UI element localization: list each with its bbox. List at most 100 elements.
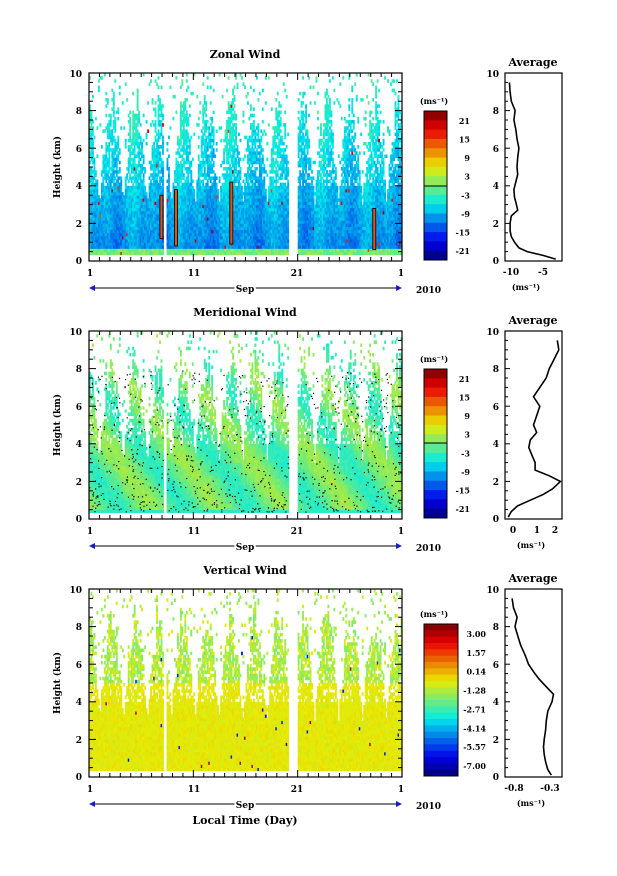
x-tick-label: 11: [188, 527, 201, 537]
colorbar-tick-label: 9: [464, 411, 470, 421]
x-tick-label: 1: [398, 269, 404, 279]
y-tick-label: 4: [493, 182, 499, 192]
colorbar-tick-label: -9: [461, 467, 470, 477]
x-tick-label: 21: [291, 269, 304, 279]
y-tick-label: 0: [76, 515, 82, 525]
profile-x-tick-label: -5: [538, 268, 548, 278]
colorbar: [424, 369, 447, 519]
colorbar-tick-label: -21: [456, 504, 470, 514]
month-label: Sep: [236, 285, 255, 295]
y-tick-label: 8: [76, 107, 82, 117]
y-tick-label: 2: [76, 478, 82, 488]
x-tick-label: 1: [398, 527, 404, 537]
y-tick-label: 0: [76, 773, 82, 783]
profile-plot: [505, 330, 562, 520]
x-tick-label: 1: [87, 527, 93, 537]
colorbar-frame: [423, 623, 459, 777]
y-tick-label: 4: [493, 440, 499, 450]
x-tick-label: 21: [291, 785, 304, 795]
y-tick-label: 10: [486, 328, 499, 338]
x-tick-labels: 1 11 21 1: [87, 269, 404, 279]
profile-y-tick-labels: 0 2 4 6 8 10: [486, 70, 499, 267]
y-tick-label: 6: [493, 145, 499, 155]
chart-title: Vertical Wind: [202, 564, 287, 577]
colorbar-tick-label: 21: [459, 374, 470, 384]
x-tick-label: 1: [87, 785, 93, 795]
profile-x-tick-label: 2: [552, 526, 558, 536]
y-tick-label: 4: [493, 698, 499, 708]
x-axis-label: Local Time (Day): [192, 814, 297, 827]
profile-title: Average: [507, 572, 557, 585]
heatmap-field: [89, 73, 402, 256]
colorbar-tick-label: 21: [459, 116, 470, 126]
colorbar: [424, 624, 458, 777]
colorbar-unit: (ms⁻¹): [420, 96, 448, 106]
y-axis-label: Height (km): [52, 652, 63, 714]
profile-title: Average: [507, 314, 557, 327]
y-tick-label: 6: [76, 145, 82, 155]
colorbar-tick-label: 15: [459, 393, 470, 403]
y-tick-labels: 0 2 4 6 8 10: [69, 586, 82, 783]
profile-x-tick-label: -0.8: [504, 784, 523, 794]
month-range-arrow: [89, 543, 402, 549]
chart-title: Meridional Wind: [193, 306, 297, 319]
y-tick-label: 10: [69, 586, 82, 596]
y-tick-label: 10: [486, 586, 499, 596]
colorbar-tick-labels: 21 15 9 3 -3 -9 -15 -21: [456, 116, 471, 256]
colorbar: [424, 111, 447, 261]
y-axis-label: Height (km): [52, 136, 63, 198]
profile-x-unit: (ms⁻¹): [512, 282, 540, 292]
x-tick-labels: 1 11 21 1: [87, 785, 404, 795]
average-profile-line: [508, 82, 556, 260]
y-tick-label: 6: [493, 403, 499, 413]
x-tick-label: 1: [398, 785, 404, 795]
profile-y-tick-labels: 0 2 4 6 8 10: [486, 586, 499, 783]
month-range-arrow: [89, 801, 402, 807]
colorbar-tick-label: 3: [464, 172, 470, 182]
profile-y-tick-labels: 0 2 4 6 8 10: [486, 328, 499, 525]
panel-vertical-wind: Vertical Wind Height (km) 0 2 4 6 8 10 1…: [52, 564, 563, 827]
y-tick-labels: 0 2 4 6 8 10: [69, 70, 82, 267]
y-tick-label: 2: [76, 220, 82, 230]
y-tick-label: 2: [493, 220, 499, 230]
x-tick-label: 11: [188, 785, 201, 795]
profile-frame: [504, 588, 563, 778]
y-tick-label: 10: [69, 70, 82, 80]
colorbar-tick-label: 15: [459, 135, 470, 145]
colorbar-unit: (ms⁻¹): [420, 609, 448, 619]
heatmap-field: [89, 331, 402, 514]
month-label: Sep: [236, 801, 255, 811]
y-tick-label: 4: [76, 698, 82, 708]
colorbar-tick-label: -2.71: [463, 704, 486, 714]
month-label: Sep: [236, 543, 255, 553]
colorbar-tick-label: -5.57: [463, 742, 486, 752]
y-tick-label: 4: [76, 440, 82, 450]
y-tick-label: 8: [76, 365, 82, 375]
y-tick-label: 2: [493, 478, 499, 488]
colorbar-tick-label: -9: [461, 209, 470, 219]
profile-plot: [505, 588, 555, 778]
y-tick-label: 8: [493, 623, 499, 633]
colorbar-tick-labels: 21 15 9 3 -3 -9 -15 -21: [456, 374, 471, 514]
x-tick-label: 1: [87, 269, 93, 279]
colorbar-tick-label: -3: [461, 448, 470, 458]
y-tick-label: 10: [69, 328, 82, 338]
x-tick-label: 21: [291, 527, 304, 537]
axis-ticks: [88, 330, 403, 520]
colorbar-tick-label: -15: [456, 227, 470, 237]
y-tick-label: 0: [76, 257, 82, 267]
y-axis-label: Height (km): [52, 394, 63, 456]
colorbar-tick-labels: 3.00 1.57 0.14 -1.28 -2.71 -4.14 -5.57 -7.00: [463, 629, 486, 771]
colorbar-tick-label: -1.28: [463, 686, 486, 696]
y-tick-label: 0: [493, 257, 499, 267]
x-tick-labels: 1 11 21 1: [87, 527, 404, 537]
y-tick-label: 4: [76, 182, 82, 192]
y-tick-label: 2: [493, 736, 499, 746]
axis-ticks: [88, 588, 403, 778]
colorbar-tick-label: -3: [461, 190, 470, 200]
y-tick-label: 8: [493, 107, 499, 117]
profile-x-unit: (ms⁻¹): [517, 540, 545, 550]
colorbar-tick-label: -15: [456, 485, 470, 495]
y-tick-label: 0: [493, 773, 499, 783]
